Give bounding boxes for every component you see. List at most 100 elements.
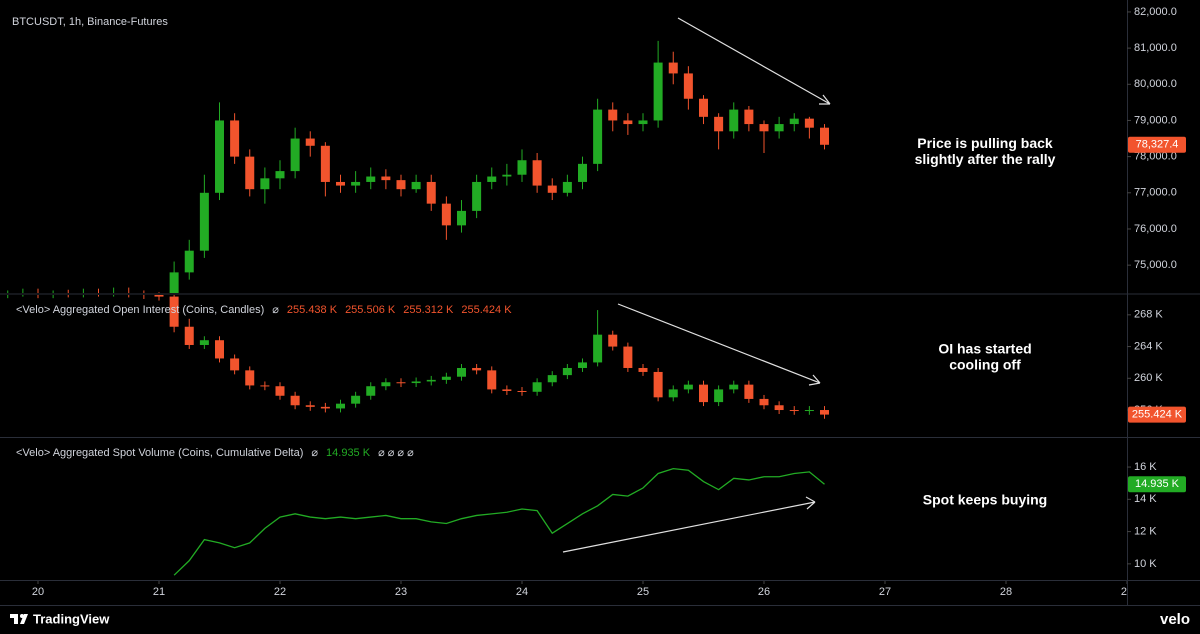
- x-tick-label: 21: [153, 586, 165, 598]
- candle-body: [714, 389, 724, 403]
- candle-body: [683, 384, 693, 390]
- candle-body: [199, 340, 209, 345]
- candle-body: [275, 386, 285, 396]
- annotation: slightly after the rally: [915, 151, 1056, 167]
- candle-body: [154, 295, 164, 297]
- arrow: [617, 303, 821, 386]
- candle-body: [184, 250, 194, 273]
- y-tick-label: 268 K: [1134, 309, 1163, 321]
- candle-body: [577, 362, 587, 368]
- y-tick-label: 82,000.0: [1134, 6, 1177, 18]
- candle-body: [532, 160, 542, 186]
- candle-body: [729, 384, 739, 390]
- candle-body: [366, 176, 376, 182]
- candle-body: [441, 203, 451, 226]
- candle-body: [441, 376, 451, 380]
- x-tick-label: 25: [637, 586, 649, 598]
- candle-body: [789, 118, 799, 125]
- series-status: ⌀: [272, 304, 279, 316]
- candle-body: [260, 178, 270, 190]
- y-tick-label: 80,000.0: [1134, 78, 1177, 90]
- x-tick-label: 27: [879, 586, 891, 598]
- candle-body: [804, 118, 814, 128]
- candle-body: [714, 116, 724, 132]
- logo-dot: [20, 614, 24, 618]
- candle-body: [759, 398, 769, 406]
- y-tick-label: 81,000.0: [1134, 42, 1177, 54]
- candle-body: [472, 367, 482, 371]
- candle-body: [230, 120, 240, 157]
- candle-body: [487, 370, 497, 390]
- x-axis: 20 21 22 23 24 25 26 27 28 29: [32, 581, 1133, 598]
- arrows: [562, 17, 831, 553]
- candle-body: [698, 384, 708, 403]
- candle-body: [335, 181, 345, 186]
- candle-body: [260, 385, 270, 387]
- candle-body: [698, 98, 708, 117]
- x-tick-label: 26: [758, 586, 770, 598]
- y-tick-label: 16 K: [1134, 461, 1157, 473]
- candle-body: [396, 382, 406, 384]
- candle-body: [653, 62, 663, 121]
- candle-body: [774, 124, 784, 132]
- x-tick-label: 23: [395, 586, 407, 598]
- candle-body: [517, 390, 527, 392]
- candle-body: [381, 382, 391, 387]
- y-tick-label: 75,000.0: [1134, 259, 1177, 271]
- line: [173, 467, 825, 576]
- candle-body: [290, 395, 300, 406]
- candle-body: [774, 405, 784, 411]
- x-tick-label: 28: [1000, 586, 1012, 598]
- candle-body: [819, 127, 829, 145]
- candle-body: [759, 124, 769, 132]
- y-tick-label: 12 K: [1134, 525, 1157, 537]
- arrow: [562, 496, 816, 553]
- y-tick-label: 14 K: [1134, 493, 1157, 505]
- candle-body: [214, 120, 224, 193]
- candle-body: [608, 109, 618, 121]
- annotation: Spot keeps buying: [923, 492, 1047, 508]
- candle-body: [608, 334, 618, 347]
- candle-body: [245, 156, 255, 190]
- plot-area: [7, 295, 829, 419]
- series-name: <Velo> Aggregated Spot Volume (Coins, Cu…: [16, 447, 303, 459]
- candle-body: [426, 181, 436, 204]
- header-value: 255.506 K: [345, 304, 396, 316]
- y-tick-label: 264 K: [1134, 340, 1163, 352]
- candle-body: [320, 406, 330, 409]
- annotation: cooling off: [949, 357, 1021, 373]
- y-tick-label: 260 K: [1134, 372, 1163, 384]
- candle-body: [653, 371, 663, 398]
- last-value-label: 78,327.4: [1136, 139, 1179, 151]
- candle-body: [744, 384, 754, 399]
- candle-body: [668, 62, 678, 74]
- candle-body: [305, 405, 315, 407]
- candle-body: [744, 109, 754, 125]
- candle-body: [275, 171, 285, 179]
- candle-body: [230, 358, 240, 371]
- candle-body: [487, 176, 497, 182]
- last-value-tag: [1128, 136, 1186, 153]
- header-value: 14.935 K: [326, 447, 371, 459]
- candle-body: [245, 370, 255, 386]
- brand: TradingView: [33, 611, 110, 626]
- candle-body: [290, 138, 300, 172]
- header-value: 255.424 K: [461, 304, 512, 316]
- candle-body: [426, 379, 436, 382]
- chart-title: BTCUSDT, 1h, Binance-Futures: [12, 16, 168, 28]
- candle-body: [335, 403, 345, 409]
- candle-body: [184, 326, 194, 345]
- x-tick-label: 29: [1121, 586, 1133, 598]
- candle-body: [638, 367, 648, 372]
- candle-body: [683, 73, 693, 99]
- candle-body: [305, 138, 315, 146]
- candle-body: [169, 272, 179, 293]
- candle-body: [532, 382, 542, 392]
- x-tick-label: 22: [274, 586, 286, 598]
- candle-body: [199, 192, 209, 251]
- annotation: OI has started: [938, 341, 1031, 357]
- candle-body: [472, 181, 482, 211]
- candle-body: [366, 386, 376, 396]
- last-value-label: 14.935 K: [1135, 478, 1180, 490]
